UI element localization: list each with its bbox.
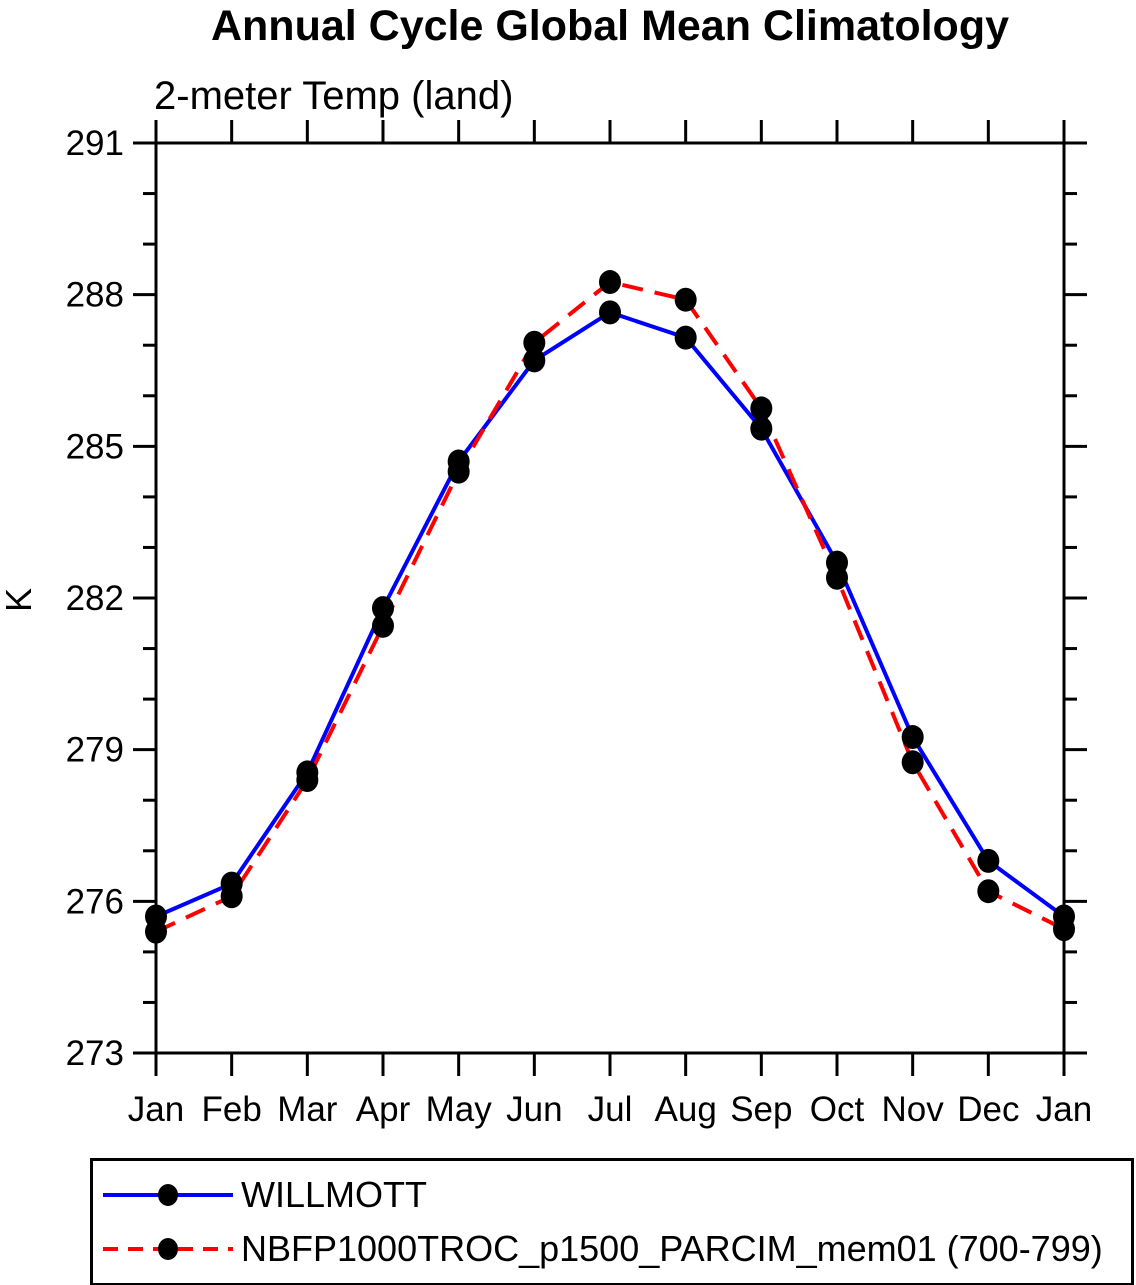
y-tick-label: 285: [66, 427, 124, 466]
y-tick-label: 288: [66, 276, 124, 315]
legend-item-nbfp: NBFP1000TROC_p1500_PARCIM_mem01 (700-799…: [93, 1222, 1131, 1276]
data-point-marker-willmott: [372, 596, 394, 621]
legend-line-nbfp-sample: [103, 1238, 233, 1260]
data-point-marker-willmott: [523, 348, 546, 373]
data-point-marker-nbfp: [977, 879, 1000, 904]
x-tick-label: Dec: [957, 1090, 1019, 1129]
data-point-marker-nbfp: [523, 330, 546, 355]
x-tick-label: Apr: [356, 1090, 411, 1129]
data-point-marker-nbfp: [372, 613, 394, 638]
x-tick-label: Aug: [655, 1090, 717, 1129]
series-line-willmott: [155, 310, 1066, 919]
x-tick-label: Sep: [730, 1090, 792, 1129]
y-tick-label: 282: [66, 579, 124, 618]
data-point-marker-nbfp: [599, 270, 621, 295]
legend-box: WILLMOTT NBFP1000TROC_p1500_PARCIM_mem01…: [90, 1158, 1134, 1285]
chart-subtitle: 2-meter Temp (land): [154, 74, 514, 118]
legend-line-willmott-sample: [103, 1184, 233, 1206]
data-point-marker-willmott: [599, 300, 621, 325]
data-point-marker-willmott: [901, 725, 924, 750]
x-tick-label: Jan: [1036, 1090, 1092, 1129]
data-point-marker-nbfp: [1053, 917, 1075, 942]
legend-label-willmott: WILLMOTT: [241, 1174, 427, 1215]
x-tick-label: Jun: [506, 1090, 562, 1129]
x-tick-label: Jul: [588, 1090, 633, 1129]
data-point-marker-nbfp: [901, 750, 924, 775]
y-tick-label: 291: [66, 124, 124, 163]
x-tick-label: May: [426, 1090, 493, 1129]
data-point-marker-nbfp: [296, 768, 319, 792]
data-point-marker-nbfp: [145, 919, 167, 944]
x-tick-label: Nov: [882, 1090, 945, 1129]
legend-label-nbfp: NBFP1000TROC_p1500_PARCIM_mem01 (700-799…: [241, 1228, 1103, 1269]
data-point-marker-willmott: [750, 416, 773, 441]
chart-title: Annual Cycle Global Mean Climatology: [210, 2, 1010, 50]
data-point-marker-nbfp: [674, 287, 697, 312]
data-point-marker-nbfp: [220, 884, 243, 909]
x-tick-label: Jan: [128, 1090, 184, 1129]
x-tick-label: Mar: [277, 1090, 338, 1129]
data-point-marker-willmott: [674, 325, 697, 350]
legend-sample-marker: [158, 1238, 178, 1260]
data-point-marker-nbfp: [826, 565, 848, 590]
legend-item-willmott: WILLMOTT: [93, 1168, 1131, 1222]
legend-sample-marker: [158, 1184, 178, 1206]
data-point-marker-nbfp: [447, 459, 470, 484]
y-tick-label: 276: [66, 882, 124, 921]
x-tick-label: Feb: [202, 1090, 262, 1129]
y-tick-label: 279: [66, 731, 124, 770]
data-point-marker-willmott: [977, 848, 1000, 873]
series-line-nbfp: [155, 279, 1065, 934]
y-tick-label: 273: [66, 1034, 124, 1073]
x-tick-label: Oct: [810, 1090, 865, 1129]
data-point-marker-nbfp: [750, 396, 773, 421]
